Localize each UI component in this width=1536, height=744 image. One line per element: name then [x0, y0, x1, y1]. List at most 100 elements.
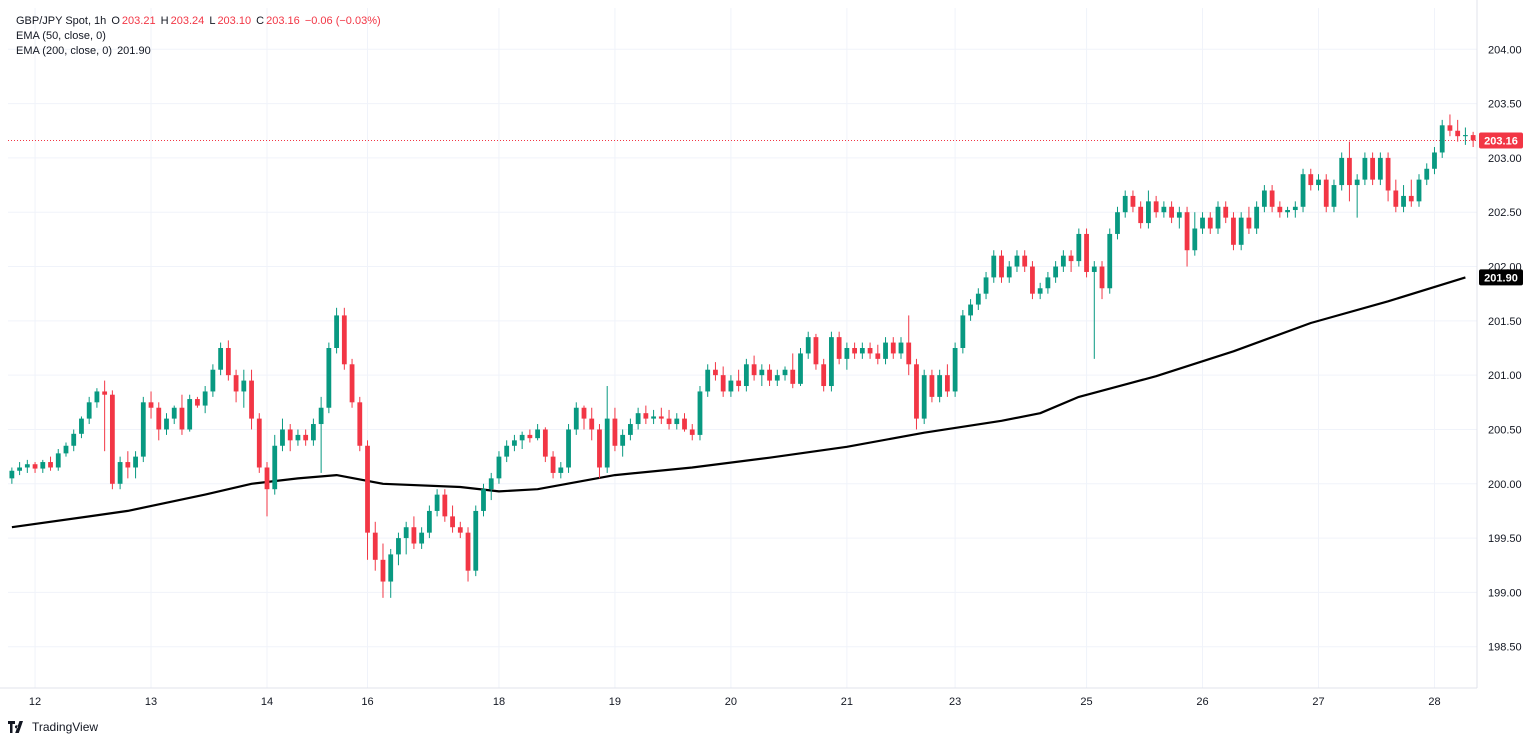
ema-200-price-tag: 201.90 [1479, 269, 1523, 286]
candle [133, 451, 138, 479]
candle-body [991, 255, 997, 278]
candle-body [697, 391, 703, 435]
candle-body [1068, 255, 1074, 262]
candle-body [1130, 195, 1136, 207]
candle-body [1030, 266, 1035, 294]
candle [836, 331, 842, 365]
x-tick-label: 28 [1428, 696, 1440, 708]
candle-body [1432, 152, 1437, 169]
candle [71, 429, 77, 452]
tradingview-logo[interactable]: TradingView [8, 720, 98, 734]
candle [202, 386, 208, 414]
candle [1470, 131, 1476, 148]
candle-body [1107, 233, 1113, 289]
candle [1068, 250, 1074, 272]
candle [233, 369, 239, 403]
candle [589, 407, 595, 441]
y-tick-label: 202.50 [1488, 207, 1522, 219]
candle-body [1014, 255, 1020, 267]
candle-body [805, 337, 811, 354]
candle-body [117, 462, 123, 484]
candle [1107, 228, 1113, 294]
candle-body [527, 434, 533, 439]
candle [372, 521, 378, 571]
candle-body [906, 342, 912, 365]
candle-body [1370, 157, 1376, 180]
candle [651, 409, 656, 425]
candle [774, 369, 780, 387]
x-tick-label: 23 [949, 696, 961, 708]
candle-body [1215, 206, 1221, 229]
candles-layer [9, 114, 1476, 598]
candle-body [627, 424, 633, 435]
legend-change: −0.06 (−0.03%) [304, 15, 381, 27]
candle-body [233, 375, 239, 392]
candle [1176, 206, 1182, 229]
candle [844, 342, 850, 370]
candle [334, 307, 339, 354]
candle [1099, 261, 1105, 300]
candle-body [720, 375, 726, 392]
candle-body [759, 369, 765, 376]
candle-body [1261, 190, 1267, 207]
candle [450, 505, 455, 533]
candle [898, 337, 904, 359]
candle [17, 462, 22, 476]
candle-body [272, 445, 278, 490]
candle-body [767, 369, 772, 381]
candle [1060, 250, 1066, 272]
candle [790, 353, 796, 389]
candle [906, 315, 912, 376]
candle-body [256, 418, 262, 468]
legend-ema50[interactable]: EMA (50, close, 0) [16, 30, 106, 42]
candle [195, 396, 200, 408]
candle [241, 369, 247, 408]
candle-body [125, 462, 131, 468]
candle-body [504, 445, 510, 457]
candle-body [40, 462, 46, 469]
candle [991, 250, 997, 283]
candle-body [782, 369, 788, 376]
legend-close-value: 203.16 [266, 15, 300, 27]
candle-body [581, 407, 587, 419]
candle [944, 364, 950, 397]
candle-body [71, 433, 77, 446]
legend-close-label: C [256, 15, 265, 27]
candle [929, 369, 935, 403]
candle-body [597, 429, 602, 468]
candle-body [728, 380, 734, 392]
candle [311, 418, 316, 446]
candle [1455, 119, 1461, 142]
candle-body [512, 440, 517, 446]
candle-body [55, 453, 61, 468]
candle-body [225, 348, 231, 376]
legend-high-label: H [160, 15, 169, 27]
candle [225, 340, 231, 381]
candle-body [388, 554, 394, 582]
candle-body [1285, 210, 1290, 213]
candle [1153, 195, 1159, 218]
candle [1161, 201, 1167, 218]
candle-body [1277, 206, 1283, 213]
candle-body [1053, 266, 1059, 278]
candle-body [1347, 157, 1352, 186]
y-tick-label: 200.50 [1488, 424, 1522, 436]
candle [914, 358, 919, 430]
legend-symbol[interactable]: GBP/JPY Spot, 1h [16, 15, 107, 27]
candle-body [109, 394, 115, 484]
candle [597, 424, 602, 479]
candle-body [960, 315, 966, 348]
candle [357, 396, 363, 452]
candle-body [1084, 233, 1089, 272]
candle [604, 386, 610, 473]
candle-body [1331, 185, 1337, 207]
candle [94, 388, 100, 408]
candle [272, 434, 278, 495]
legend-ema200[interactable]: EMA (200, close, 0) [16, 45, 112, 57]
candle-body [983, 277, 989, 294]
legend-low-label: L [209, 15, 216, 27]
candle [1076, 228, 1082, 267]
candle [1285, 206, 1290, 218]
candle [728, 375, 734, 397]
